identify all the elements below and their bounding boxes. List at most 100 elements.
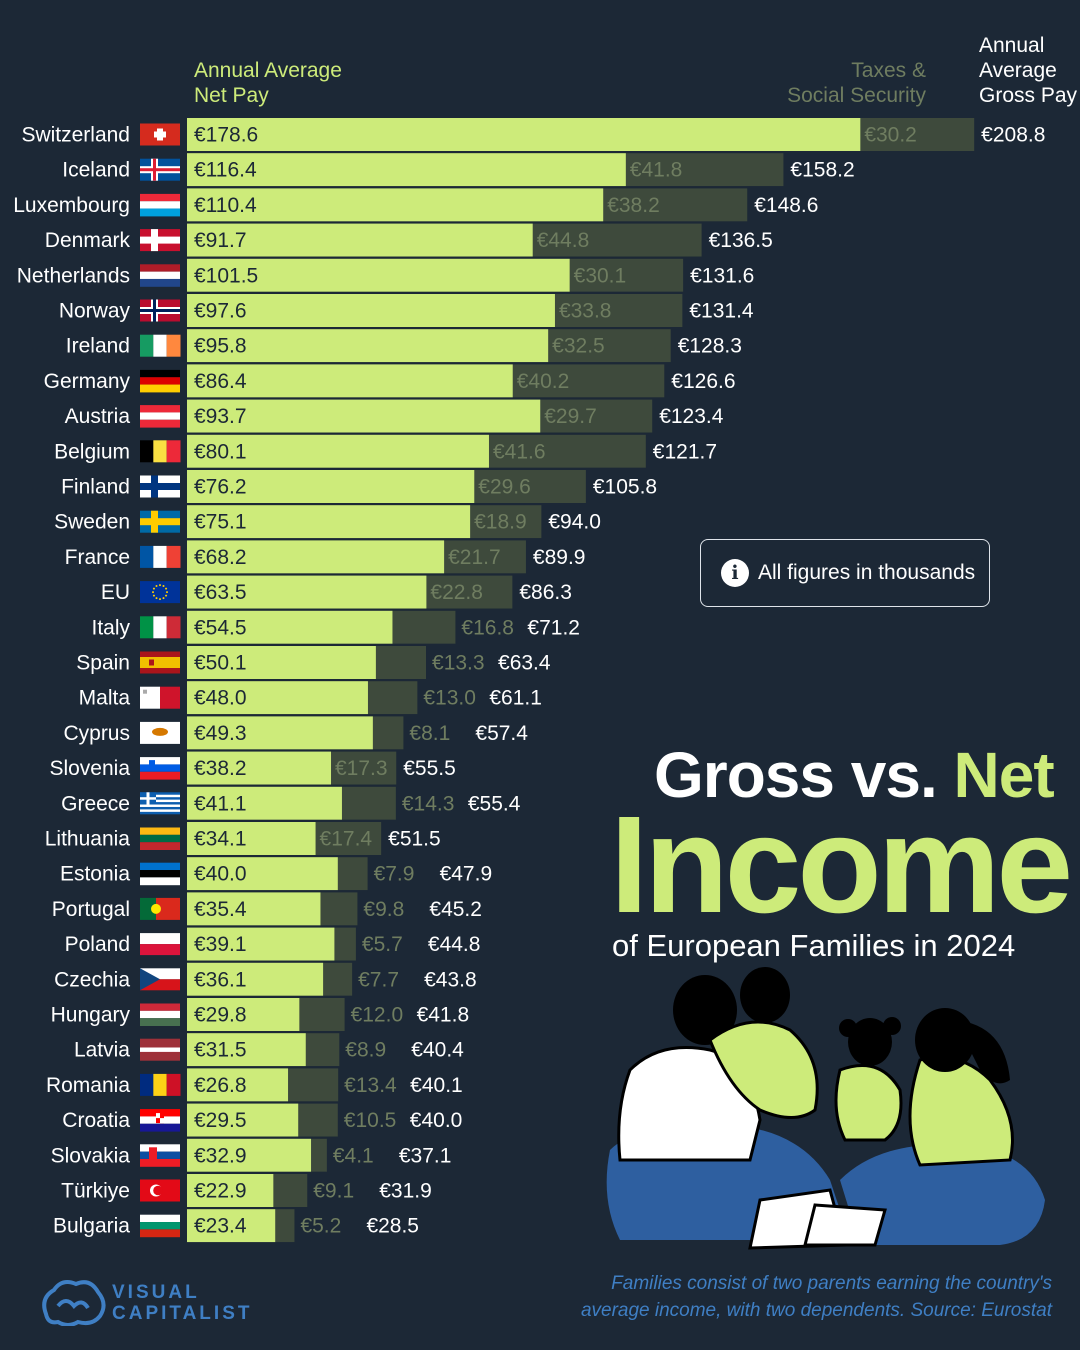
source-note: Families consist of two parents earning …: [492, 1270, 1052, 1324]
switzerland-flag: [140, 123, 180, 146]
gross-value-label: €57.4: [475, 722, 528, 745]
tax-value-label: €9.1: [313, 1180, 354, 1203]
gross-value-label: €131.4: [689, 300, 754, 323]
bulgaria-flag: [140, 1214, 180, 1238]
info-text: All figures in thousands: [758, 561, 976, 584]
source-note-line1: Families consist of two parents earning …: [611, 1273, 1052, 1294]
gross-value-label: €43.8: [424, 968, 477, 991]
net-value-label: €97.6: [194, 300, 247, 323]
chart-row: Italy €54.5 €16.8 €71.2: [91, 610, 580, 646]
country-label: Poland: [65, 933, 130, 956]
gross-value-label: €71.2: [527, 616, 580, 639]
chart-row: Lithuania €34.1 €17.4 €51.5: [45, 822, 441, 857]
country-label: Norway: [59, 300, 131, 323]
title-subtitle: of European Families in 2024: [612, 928, 1016, 963]
net-bar: [187, 716, 373, 750]
net-bar: [187, 646, 376, 679]
country-label: Sweden: [54, 511, 130, 534]
net-bar: [187, 610, 393, 644]
gross-value-label: €40.4: [411, 1039, 464, 1062]
gross-value-label: €61.1: [489, 687, 542, 710]
chart-row: Bulgaria €23.4 €5.2 €28.5: [53, 1209, 419, 1244]
taxes-header-line1: Taxes &: [851, 59, 926, 82]
net-value-label: €101.5: [194, 264, 258, 287]
chart-row: EU €63.5 €22.8 €86.3: [101, 575, 572, 611]
net-value-label: €22.9: [194, 1180, 247, 1203]
net-value-label: €54.5: [194, 616, 247, 639]
hungary-flag: [140, 1003, 180, 1026]
net-bar: [187, 962, 324, 996]
net-value-label: €36.1: [194, 968, 247, 991]
country-label: Latvia: [74, 1039, 130, 1062]
net-bar: [187, 892, 321, 926]
net-value-label: €29.5: [194, 1109, 247, 1132]
gross-value-label: €44.8: [428, 933, 481, 956]
chart-row: Denmark €91.7 €44.8 €136.5: [45, 223, 773, 259]
gross-value-label: €121.7: [653, 440, 717, 463]
tax-value-label: €13.0: [423, 687, 476, 710]
country-label: Estonia: [60, 863, 130, 886]
net-value-label: €32.9: [194, 1144, 247, 1167]
net-value-label: €95.8: [194, 335, 247, 358]
chart-row: Luxembourg €110.4 €38.2 €148.6: [13, 188, 818, 223]
net-bar: [187, 1068, 289, 1102]
germany-flag: [140, 369, 180, 393]
chart-row: Iceland €116.4 €41.8 €158.2: [62, 153, 855, 188]
chart-row: Türkiye €22.9 €9.1 €31.9: [61, 1174, 432, 1209]
net-bar: [187, 188, 604, 222]
logo-line2: CAPITALIST: [112, 1303, 253, 1324]
tax-value-label: €8.9: [345, 1039, 386, 1062]
slovenia-flag: [140, 757, 180, 780]
gross-pay-header-line1: Annual: [979, 34, 1045, 57]
chart-row: Hungary €29.8 €12.0 €41.8: [51, 998, 469, 1033]
chart-row: France €68.2 €21.7 €89.9: [65, 540, 585, 575]
net-bar: [187, 399, 541, 433]
net-value-label: €39.1: [194, 933, 247, 956]
tax-value-label: €41.8: [630, 159, 683, 182]
country-label: Switzerland: [21, 124, 130, 147]
gross-value-label: €105.8: [593, 476, 657, 499]
tax-value-label: €7.7: [358, 968, 399, 991]
net-bar: [187, 1033, 306, 1067]
tax-value-label: €9.8: [363, 898, 404, 921]
country-label: Türkiye: [61, 1180, 130, 1203]
country-label: Austria: [65, 405, 131, 428]
chart-row: Belgium €80.1 €41.6 €121.7: [54, 434, 717, 470]
tax-value-label: €4.1: [333, 1144, 374, 1167]
net-value-label: €91.7: [194, 229, 247, 252]
poland-flag: [140, 933, 180, 956]
lithuania-flag: [140, 827, 180, 850]
chart-row: Malta €48.0 €13.0 €61.1: [79, 681, 542, 716]
net-value-label: €50.1: [194, 652, 247, 675]
taxes-header: Taxes & Social Security: [787, 58, 926, 108]
tax-value-label: €29.7: [544, 405, 597, 428]
net-bar: [187, 223, 533, 257]
country-label: France: [65, 546, 130, 569]
netherlands-flag: [140, 264, 180, 287]
slovakia-flag: [140, 1144, 180, 1167]
gross-value-label: €136.5: [709, 229, 773, 252]
finland-flag: [140, 475, 180, 498]
sweden-flag: [140, 510, 180, 533]
gross-value-label: €28.5: [366, 1215, 419, 1238]
country-label: Bulgaria: [53, 1215, 130, 1238]
net-bar: [187, 118, 861, 151]
title-gross-vs: Gross vs.: [654, 739, 938, 811]
net-bar: [187, 1174, 274, 1207]
net-value-label: €35.4: [194, 898, 247, 921]
net-bar: [187, 153, 626, 187]
gross-value-label: €40.0: [410, 1109, 463, 1132]
ireland-flag: [140, 334, 181, 357]
tax-value-label: €12.0: [351, 1004, 404, 1027]
tax-value-label: €21.7: [448, 546, 501, 569]
info-box: i All figures in thousands: [700, 539, 990, 607]
net-bar: [187, 540, 445, 574]
country-label: Finland: [61, 476, 130, 499]
logo-line1: VISUAL: [112, 1282, 200, 1303]
country-label: Lithuania: [45, 828, 131, 851]
net-bar: [187, 575, 427, 609]
net-bar: [187, 751, 332, 785]
net-value-label: €34.1: [194, 828, 247, 851]
tax-value-label: €17.4: [320, 828, 373, 851]
